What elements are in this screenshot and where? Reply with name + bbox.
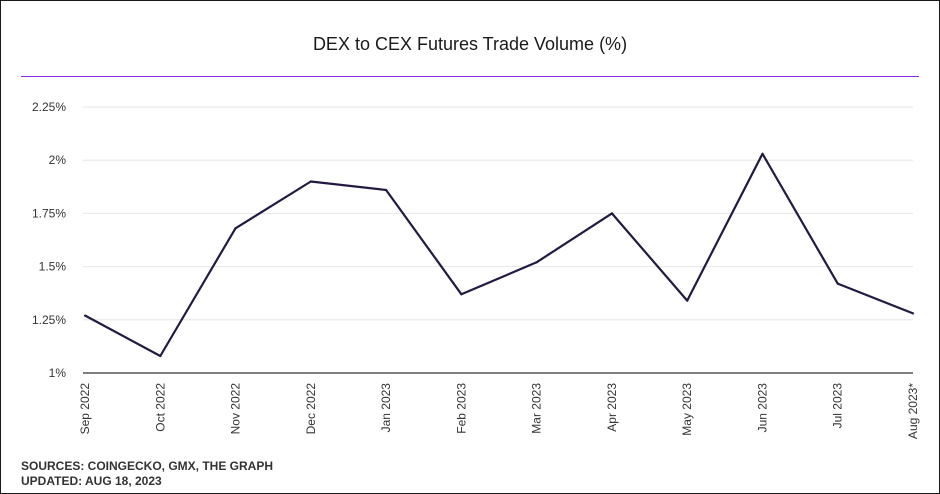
x-tick-label: Oct 2022	[153, 383, 167, 432]
y-tick-label: 1.25%	[32, 313, 66, 327]
data-point	[761, 152, 764, 155]
data-point	[159, 354, 162, 358]
data-point	[610, 212, 614, 215]
title-divider	[21, 76, 919, 77]
line-chart: 1% 1.25% 1.5% 1.75% 2% 2.25% Sep 2022 Oct 2022…	[32, 100, 920, 439]
x-tick-label: Feb 2023	[454, 383, 468, 434]
x-axis-tick-labels: Sep 2022 Oct 2022 Nov 2022 Dec 2022 Jan 2023…	[78, 383, 920, 439]
y-tick-label: 2%	[49, 153, 67, 167]
data-points	[83, 152, 915, 358]
data-point	[460, 293, 463, 296]
data-point	[309, 180, 312, 183]
y-tick-label: 1.75%	[32, 206, 66, 220]
x-tick-label: Nov 2022	[229, 383, 243, 435]
x-tick-label: Jul 2023	[831, 383, 845, 429]
chart-title: DEX to CEX Futures Trade Volume (%)	[312, 34, 628, 54]
data-point	[911, 312, 915, 315]
data-point	[384, 188, 388, 192]
x-tick-label: May 2023	[680, 383, 694, 436]
x-tick-label: Jan 2023	[379, 383, 393, 433]
x-tick-label: Jun 2023	[755, 383, 769, 433]
data-point	[83, 314, 87, 317]
data-point	[686, 299, 689, 302]
y-tick-label: 1.5%	[39, 260, 67, 274]
x-tick-label: Aug 2023*	[906, 383, 920, 439]
series-line	[84, 152, 914, 358]
y-tick-label: 2.25%	[32, 100, 66, 114]
x-tick-label: Dec 2022	[304, 383, 318, 435]
y-tick-label: 1%	[49, 366, 67, 380]
chart-notes: SOURCES: COINGECKO, GMX, THE GRAPH UPDAT…	[21, 459, 273, 489]
x-tick-label: Sep 2022	[78, 383, 92, 435]
x-tick-label: Mar 2023	[530, 383, 544, 434]
data-point	[234, 227, 237, 230]
updated-note: UPDATED: AUG 18, 2023	[21, 474, 162, 488]
gridlines	[83, 106, 913, 321]
x-tick-label: Apr 2023	[605, 383, 619, 432]
sources-note: SOURCES: COINGECKO, GMX, THE GRAPH	[21, 459, 274, 473]
data-point	[535, 261, 538, 264]
y-axis-tick-labels: 1% 1.25% 1.5% 1.75% 2% 2.25%	[32, 100, 66, 380]
data-point	[836, 282, 839, 285]
